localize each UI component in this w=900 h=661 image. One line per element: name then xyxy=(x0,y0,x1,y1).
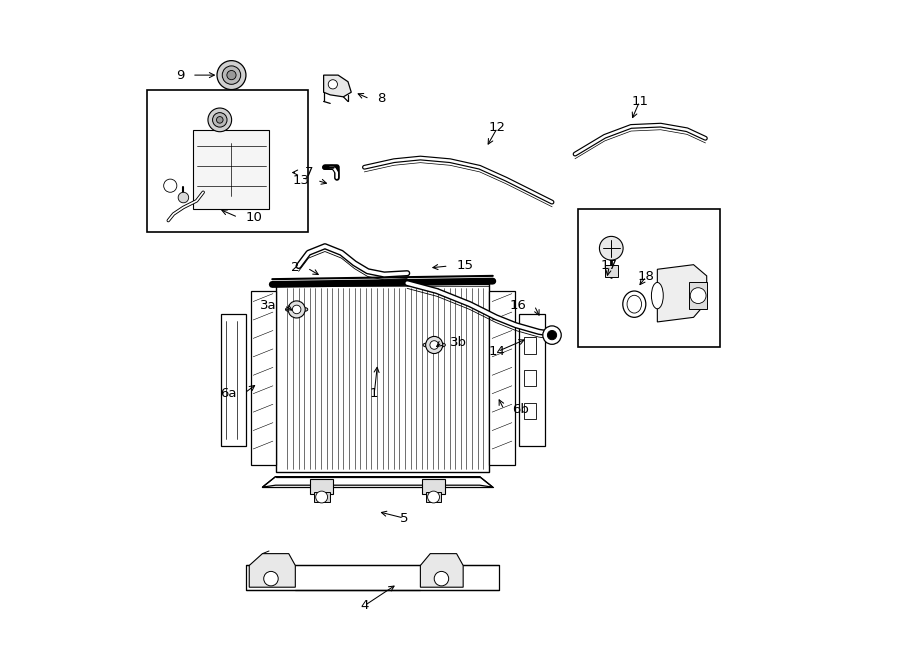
Circle shape xyxy=(426,336,443,354)
Ellipse shape xyxy=(652,282,663,309)
Circle shape xyxy=(178,192,189,203)
Text: 8: 8 xyxy=(378,93,386,105)
Bar xyxy=(525,403,536,419)
Text: 3a: 3a xyxy=(259,299,276,312)
Text: 18: 18 xyxy=(638,270,654,283)
Circle shape xyxy=(288,301,305,318)
Circle shape xyxy=(217,116,223,123)
Ellipse shape xyxy=(623,291,646,317)
Bar xyxy=(426,492,441,502)
Text: 13: 13 xyxy=(292,174,309,187)
Circle shape xyxy=(547,330,556,340)
Circle shape xyxy=(316,491,328,503)
Polygon shape xyxy=(657,264,706,322)
Bar xyxy=(422,479,446,494)
Text: 16: 16 xyxy=(509,299,526,312)
Circle shape xyxy=(212,112,227,127)
Bar xyxy=(220,314,246,446)
Bar xyxy=(490,291,515,465)
Text: 7: 7 xyxy=(305,166,314,179)
Text: 17: 17 xyxy=(601,260,617,272)
Bar xyxy=(310,479,334,494)
Circle shape xyxy=(328,80,338,89)
Bar xyxy=(275,284,490,472)
Polygon shape xyxy=(249,554,295,587)
Bar xyxy=(314,492,329,502)
Circle shape xyxy=(690,288,706,303)
Circle shape xyxy=(217,61,246,90)
Polygon shape xyxy=(420,554,464,587)
Bar xyxy=(148,91,309,232)
Text: 12: 12 xyxy=(489,121,506,134)
Text: 10: 10 xyxy=(246,211,263,224)
Ellipse shape xyxy=(285,308,291,311)
Text: 4: 4 xyxy=(360,599,369,612)
Circle shape xyxy=(222,66,240,85)
Circle shape xyxy=(264,571,278,586)
Ellipse shape xyxy=(423,343,428,346)
Bar xyxy=(688,282,707,309)
Bar xyxy=(250,291,275,465)
Text: 6a: 6a xyxy=(220,387,237,399)
Ellipse shape xyxy=(627,295,642,313)
Circle shape xyxy=(428,491,439,503)
Circle shape xyxy=(227,71,236,80)
Bar xyxy=(246,565,500,590)
Circle shape xyxy=(543,326,562,344)
Ellipse shape xyxy=(440,343,445,346)
Circle shape xyxy=(599,237,623,260)
Circle shape xyxy=(430,340,438,349)
Bar xyxy=(519,314,545,446)
Text: 15: 15 xyxy=(456,260,473,272)
Circle shape xyxy=(434,571,449,586)
Bar xyxy=(525,337,536,354)
Bar xyxy=(525,370,536,387)
Text: 3b: 3b xyxy=(450,336,467,349)
Text: 11: 11 xyxy=(631,95,648,108)
Ellipse shape xyxy=(302,308,308,311)
Text: 2: 2 xyxy=(291,262,300,274)
Bar xyxy=(605,264,617,276)
Circle shape xyxy=(292,305,301,314)
Circle shape xyxy=(208,108,231,132)
Bar xyxy=(194,130,269,209)
Bar xyxy=(579,209,720,347)
Circle shape xyxy=(164,179,176,192)
Text: 14: 14 xyxy=(489,345,506,358)
Text: 1: 1 xyxy=(370,387,379,399)
Polygon shape xyxy=(324,75,351,97)
Text: 6b: 6b xyxy=(512,403,528,416)
Polygon shape xyxy=(263,477,493,487)
Text: 9: 9 xyxy=(176,69,184,81)
Text: 5: 5 xyxy=(400,512,409,525)
